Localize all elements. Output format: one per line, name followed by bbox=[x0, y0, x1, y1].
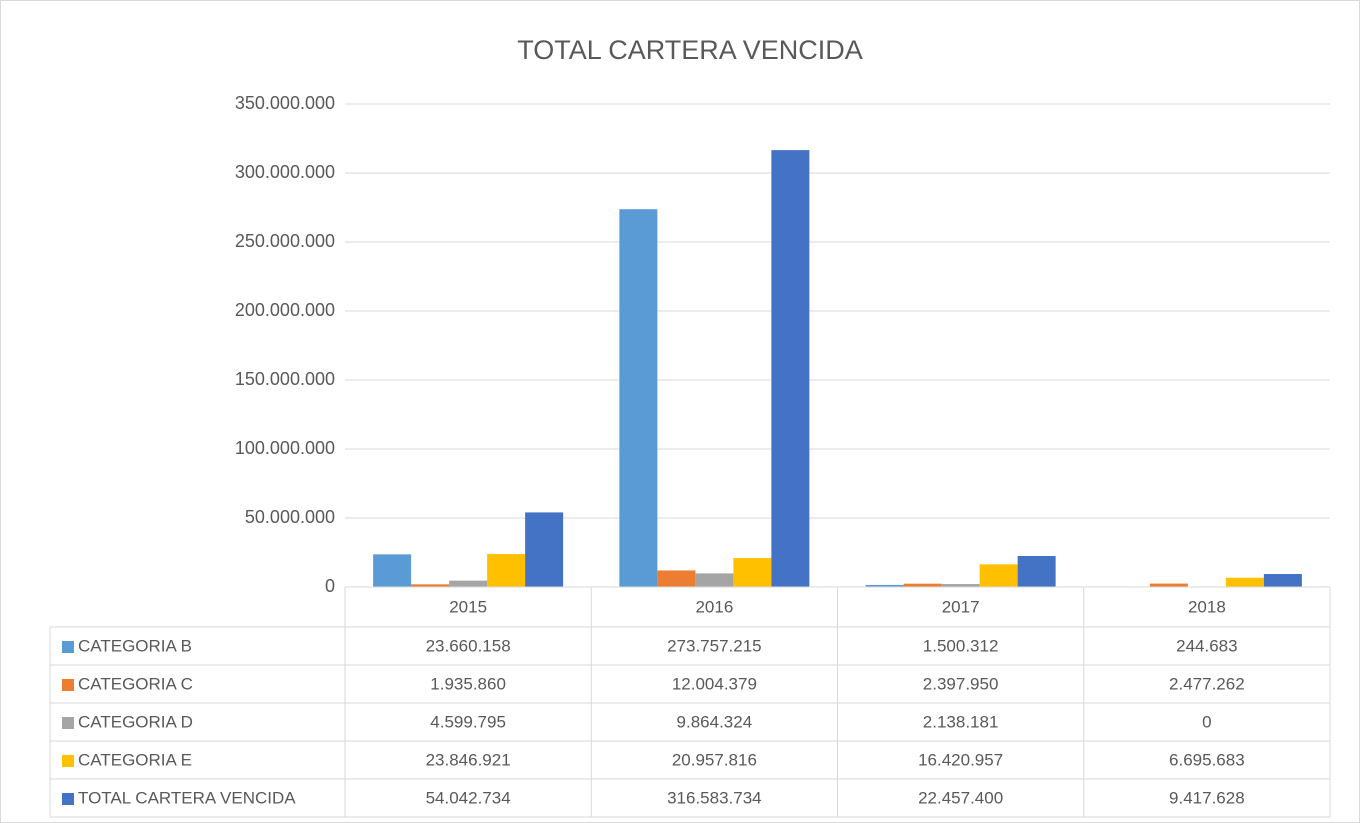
bar bbox=[411, 584, 450, 587]
legend-swatch bbox=[62, 793, 74, 805]
bar bbox=[487, 554, 526, 587]
y-tick-label: 200.000.000 bbox=[235, 300, 335, 320]
data-label: 316.583.734 bbox=[667, 788, 762, 807]
y-tick-label: 300.000.000 bbox=[235, 162, 335, 182]
bar bbox=[619, 209, 658, 588]
legend-swatch bbox=[62, 755, 74, 767]
bar bbox=[449, 580, 488, 587]
chart-title: TOTAL CARTERA VENCIDA bbox=[517, 35, 863, 65]
bar bbox=[1149, 583, 1188, 587]
legend-label: TOTAL CARTERA VENCIDA bbox=[78, 788, 296, 807]
bar bbox=[695, 573, 734, 587]
x-tick-label: 2017 bbox=[942, 597, 980, 616]
legend-label: CATEGORIA E bbox=[78, 750, 192, 769]
data-label: 1.500.312 bbox=[923, 636, 999, 655]
bar bbox=[1263, 574, 1302, 587]
bar bbox=[979, 564, 1018, 587]
data-label: 22.457.400 bbox=[918, 788, 1003, 807]
data-label: 54.042.734 bbox=[426, 788, 511, 807]
bar bbox=[525, 512, 564, 587]
data-label: 9.417.628 bbox=[1169, 788, 1245, 807]
bar bbox=[771, 150, 810, 587]
y-tick-label: 250.000.000 bbox=[235, 231, 335, 251]
data-label: 2.397.950 bbox=[923, 674, 999, 693]
data-label: 244.683 bbox=[1176, 636, 1237, 655]
y-tick-label: 0 bbox=[325, 576, 335, 596]
bar bbox=[733, 558, 772, 587]
bar bbox=[373, 554, 412, 587]
legend-swatch bbox=[62, 641, 74, 653]
y-tick-label: 350.000.000 bbox=[235, 93, 335, 113]
data-label: 9.864.324 bbox=[677, 712, 753, 731]
data-label: 6.695.683 bbox=[1169, 750, 1245, 769]
data-label: 12.004.379 bbox=[672, 674, 757, 693]
data-label: 0 bbox=[1202, 712, 1211, 731]
data-label: 4.599.795 bbox=[430, 712, 506, 731]
bar bbox=[941, 584, 980, 587]
data-label: 23.846.921 bbox=[426, 750, 511, 769]
data-label: 273.757.215 bbox=[667, 636, 762, 655]
y-tick-label: 150.000.000 bbox=[235, 369, 335, 389]
x-tick-label: 2018 bbox=[1188, 597, 1226, 616]
bar bbox=[1225, 577, 1264, 587]
data-label: 2.477.262 bbox=[1169, 674, 1245, 693]
data-label: 2.138.181 bbox=[923, 712, 999, 731]
bar bbox=[903, 583, 942, 587]
legend-swatch bbox=[62, 717, 74, 729]
data-label: 1.935.860 bbox=[430, 674, 506, 693]
legend-label: CATEGORIA C bbox=[78, 674, 193, 693]
bar bbox=[1017, 556, 1056, 587]
legend-swatch bbox=[62, 679, 74, 691]
bar bbox=[657, 570, 696, 587]
y-tick-label: 50.000.000 bbox=[245, 507, 335, 527]
x-tick-label: 2016 bbox=[695, 597, 733, 616]
bar bbox=[865, 584, 904, 587]
data-label: 20.957.816 bbox=[672, 750, 757, 769]
data-label: 16.420.957 bbox=[918, 750, 1003, 769]
data-label: 23.660.158 bbox=[426, 636, 511, 655]
x-tick-label: 2015 bbox=[449, 597, 487, 616]
y-tick-label: 100.000.000 bbox=[235, 438, 335, 458]
legend-label: CATEGORIA D bbox=[78, 712, 193, 731]
legend-label: CATEGORIA B bbox=[78, 636, 192, 655]
